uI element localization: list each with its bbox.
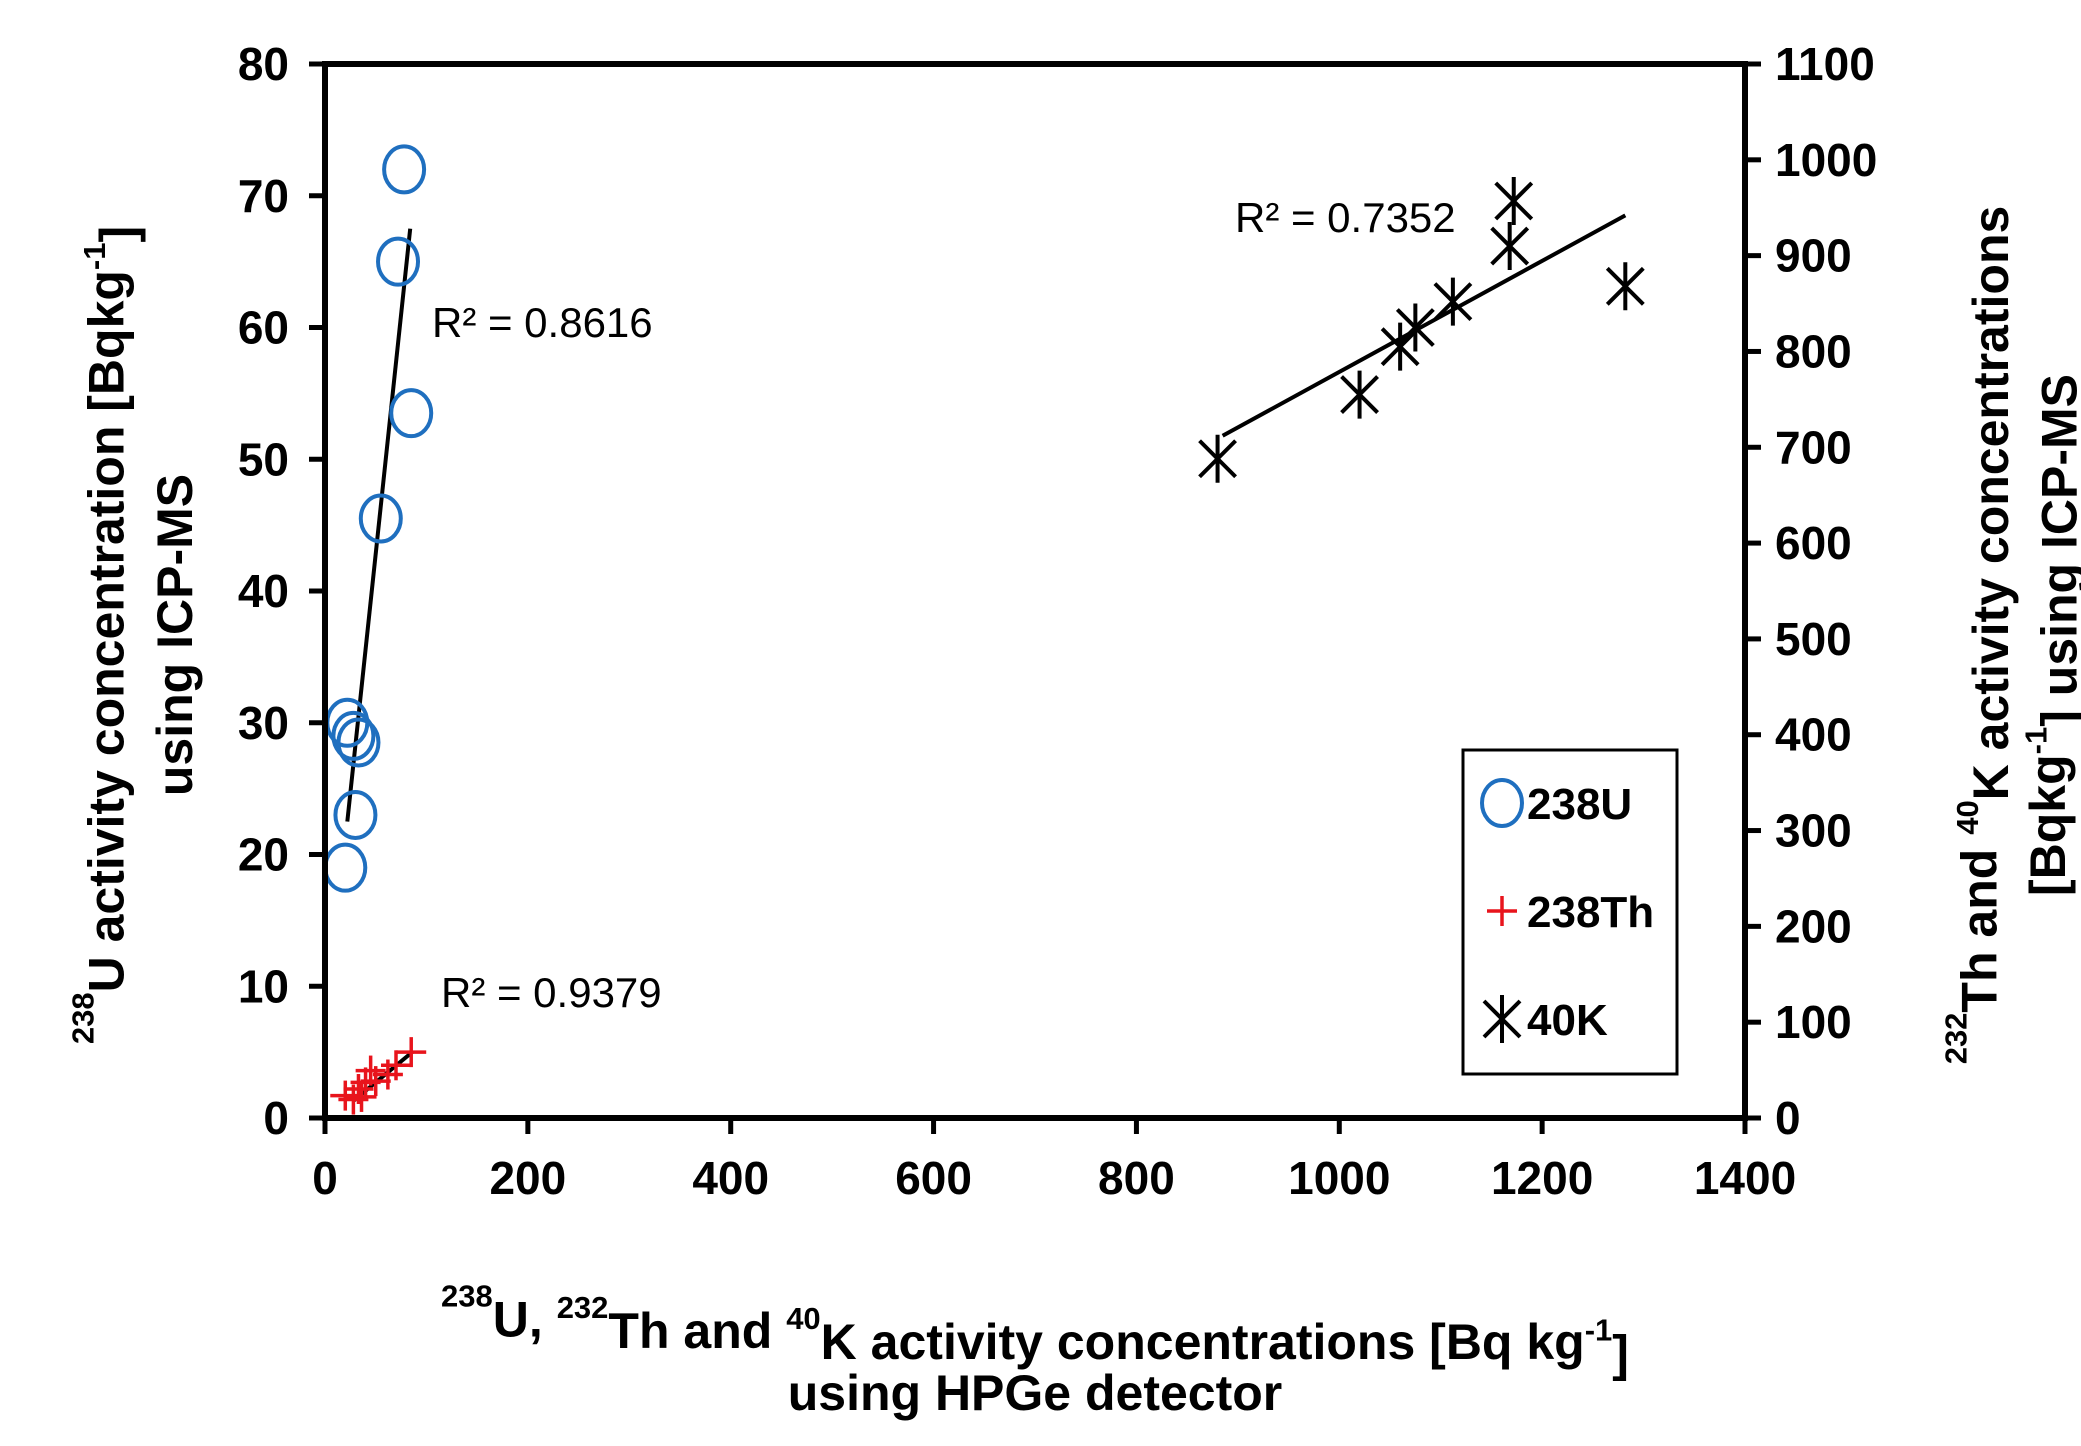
y-right-tick-label: 800 (1775, 325, 1852, 377)
y-right-tick-label: 500 (1775, 613, 1852, 665)
x-tick-label: 600 (895, 1152, 972, 1204)
y-left-tick-label: 20 (238, 829, 289, 881)
data-point-238U (331, 710, 376, 761)
legend-label-40K: 40K (1527, 996, 1608, 1045)
series-238Th (330, 1037, 427, 1115)
r-squared-238U: R² = 0.8616 (432, 299, 653, 346)
legend: 238U 238Th 40K (1461, 748, 1679, 1076)
x-axis-title-line2: using HPGe detector (788, 1365, 1283, 1421)
data-point-40K (1494, 177, 1534, 226)
legend-label-238Th: 238Th (1527, 888, 1654, 937)
series-238U (323, 144, 434, 893)
legend-marker-238Th (1487, 896, 1517, 926)
x-tick-label: 0 (312, 1152, 338, 1204)
data-point-238Th (381, 1050, 411, 1081)
data-point-40K (1395, 303, 1435, 352)
x-tick-label: 200 (489, 1152, 566, 1204)
x-tick-label: 800 (1098, 1152, 1175, 1204)
data-point-238Th (360, 1066, 391, 1097)
x-tick-label: 1200 (1491, 1152, 1593, 1204)
r-squared-40K: R² = 0.7352 (1235, 194, 1456, 241)
x-tick-label: 1000 (1288, 1152, 1390, 1204)
data-point-40K (1380, 322, 1420, 371)
y-left-tick-label: 30 (238, 697, 289, 749)
trendline-40K (1221, 213, 1627, 438)
y-left-title: 238U activity concentration [Bqkg-1]usin… (65, 226, 203, 1044)
y-left-tick-label: 0 (263, 1092, 289, 1144)
data-point-40K (1340, 370, 1379, 419)
axes (309, 61, 1761, 1134)
legend-label-238U: 238U (1527, 780, 1632, 829)
labels: 0 200 400 600 800 1000 1200 1400010203040506070… (65, 38, 2081, 1421)
y-right-title-line1: 232Th and 40K activity concentrations (1938, 206, 2018, 1065)
series-40K (1198, 177, 1645, 483)
y-right-tick-label: 0 (1775, 1092, 1801, 1144)
x-tick-label: 1400 (1694, 1152, 1796, 1204)
data-point-238Th (396, 1037, 427, 1068)
y-right-tick-label: 1100 (1775, 38, 1875, 90)
data-point-238U (358, 493, 403, 544)
y-right-tick-label: 400 (1775, 709, 1852, 761)
y-right-tick-label: 700 (1775, 421, 1852, 473)
y-left-title-line2: using ICP-MS (147, 474, 203, 796)
y-left-tick-label: 40 (238, 565, 289, 617)
y-left-title-line1: 238U activity concentration [Bqkg-1] (65, 226, 145, 1044)
y-right-tick-label: 600 (1775, 517, 1852, 569)
data-point-40K (1490, 222, 1530, 271)
data-points (323, 144, 1645, 1115)
legend-marker-238U (1480, 778, 1524, 828)
data-point-238U (382, 144, 427, 195)
data-point-238U (323, 842, 368, 893)
y-right-tick-label: 200 (1775, 900, 1852, 952)
x-axis-title-line1: 238U, 232Th and 40K activity concentrati… (441, 1278, 1629, 1381)
y-left-tick-label: 10 (238, 960, 289, 1012)
legend-marker-40K (1482, 995, 1522, 1043)
y-left-tick-label: 70 (238, 170, 289, 222)
y-right-tick-label: 100 (1775, 996, 1852, 1048)
data-point-40K (1605, 262, 1645, 311)
y-left-tick-label: 80 (238, 38, 289, 90)
data-point-238Th (343, 1074, 374, 1105)
y-right-title: 232Th and 40K activity concentrations[Bq… (1938, 206, 2081, 1065)
y-left-tick-label: 60 (238, 302, 289, 354)
data-point-238Th (346, 1081, 377, 1112)
y-right-tick-label: 1000 (1775, 134, 1877, 186)
x-tick-label: 400 (692, 1152, 769, 1204)
y-left-tick-label: 50 (238, 433, 289, 485)
y-right-tick-label: 900 (1775, 230, 1852, 282)
data-point-238U (333, 789, 378, 840)
y-right-tick-label: 300 (1775, 805, 1852, 857)
data-point-40K (1198, 434, 1237, 483)
trendline-238U (345, 228, 413, 822)
data-point-40K (1433, 277, 1473, 326)
data-point-238U (336, 717, 381, 768)
data-point-238U (376, 236, 421, 287)
data-point-238U (389, 388, 434, 439)
y-right-title-line2: [Bqkg-1] using ICP-MS (2018, 374, 2081, 896)
r-squared-238Th: R² = 0.9379 (441, 969, 662, 1016)
